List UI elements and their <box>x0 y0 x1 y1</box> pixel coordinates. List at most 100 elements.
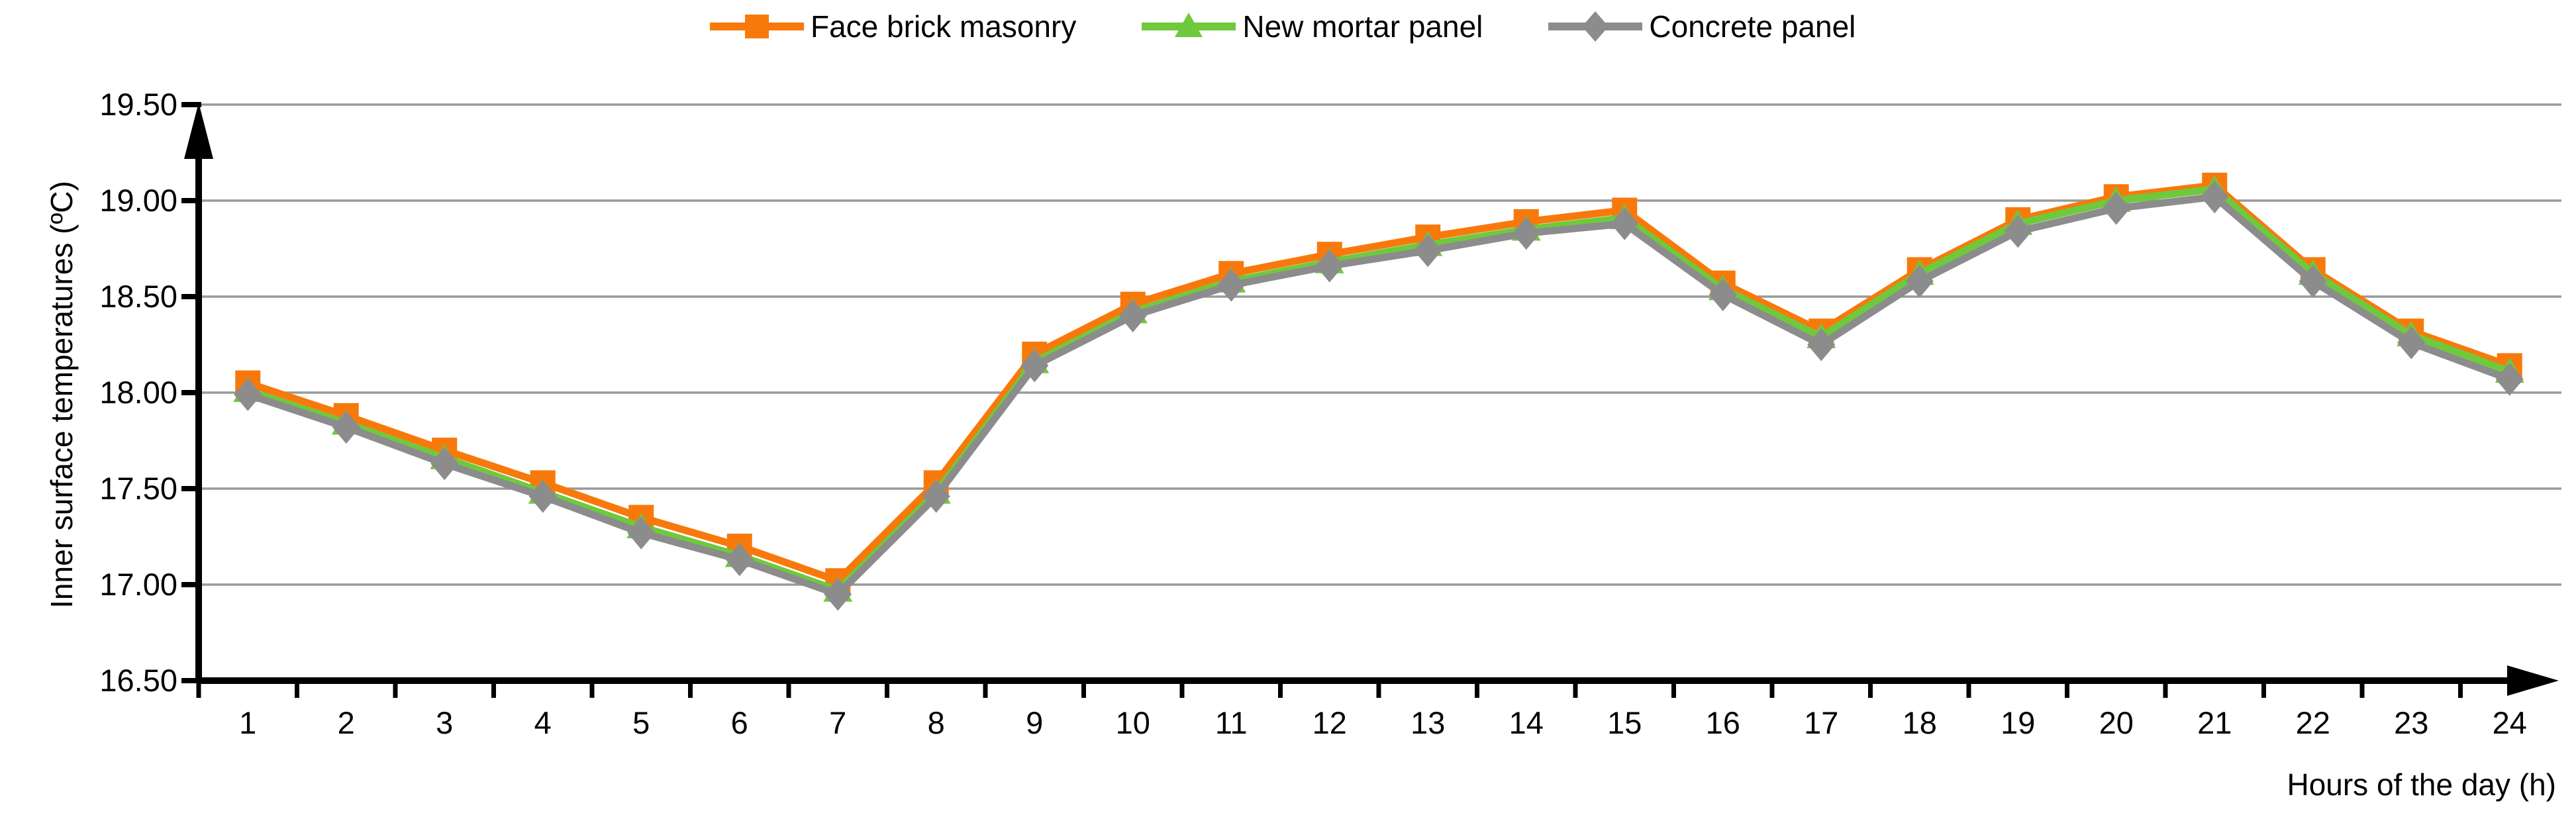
x-axis-tick <box>983 681 988 698</box>
marker-diamond-icon <box>627 516 656 550</box>
marker-diamond-icon <box>430 447 459 481</box>
x-axis-tick <box>393 681 398 698</box>
x-tick-label: 7 <box>829 705 846 740</box>
y-axis-tick <box>181 102 201 107</box>
y-axis-tick <box>181 294 201 299</box>
legend-diamond-icon <box>1582 11 1609 42</box>
marker-diamond-icon <box>2495 362 2524 396</box>
legend-label: New mortar panel <box>1242 9 1483 44</box>
x-tick-label: 16 <box>1706 705 1740 740</box>
x-axis-tick <box>1179 681 1185 698</box>
marker-diamond-icon <box>1610 207 1639 240</box>
x-tick-label: 18 <box>1903 705 1937 740</box>
x-axis-tick <box>295 681 299 698</box>
y-tick-label: 18.00 <box>99 375 177 410</box>
x-axis-tick <box>2261 681 2266 698</box>
y-axis-tick <box>181 390 201 395</box>
legend-triangle-icon <box>1175 13 1203 37</box>
x-tick-label: 23 <box>2394 705 2428 740</box>
y-axis-tick <box>181 486 201 491</box>
x-axis-tick <box>688 681 693 698</box>
x-tick-label: 2 <box>338 705 355 740</box>
legend-square-icon <box>745 15 769 38</box>
y-axis-tick <box>181 678 201 683</box>
x-axis-tick <box>2359 681 2365 698</box>
x-tick-label: 22 <box>2296 705 2330 740</box>
marker-diamond-icon <box>234 377 262 411</box>
marker-diamond-icon <box>1905 264 1934 298</box>
marker-diamond-icon <box>1512 217 1540 250</box>
x-axis-tick <box>2163 681 2168 698</box>
marker-diamond-icon <box>1414 234 1442 267</box>
x-axis-tick <box>1573 681 1578 698</box>
x-axis-tick <box>196 681 201 698</box>
x-tick-label: 9 <box>1026 705 1043 740</box>
x-axis-tick <box>2065 681 2069 698</box>
marker-diamond-icon <box>1315 249 1344 283</box>
legend-square-swatch-icon <box>710 15 804 38</box>
x-tick-label: 17 <box>1804 705 1838 740</box>
x-tick-label: 10 <box>1116 705 1150 740</box>
x-tick-label: 1 <box>239 705 256 740</box>
x-tick-label: 8 <box>928 705 945 740</box>
x-tick-label: 13 <box>1411 705 1445 740</box>
legend-triangle-swatch-icon <box>1142 13 1236 37</box>
marker-diamond-icon <box>922 479 950 513</box>
x-tick-label: 11 <box>1215 705 1248 740</box>
marker-diamond-icon <box>2201 180 2229 214</box>
x-axis-tick <box>1966 681 1971 698</box>
series-face-brick-masonry <box>235 172 2522 594</box>
x-tick-label: 4 <box>534 705 552 740</box>
series-line-concrete-panel <box>246 193 2511 598</box>
legend-item-new-mortar-panel: New mortar panel <box>1139 7 1483 46</box>
x-axis-tick <box>589 681 595 698</box>
marker-diamond-icon <box>2004 215 2032 248</box>
x-axis-tick <box>1769 681 1775 698</box>
legend-label: Concrete panel <box>1649 9 1856 44</box>
x-axis-tick <box>1081 681 1086 698</box>
marker-diamond-icon <box>1709 278 1737 312</box>
y-axis-tick <box>181 582 201 587</box>
x-tick-label: 6 <box>731 705 748 740</box>
x-axis-tick <box>1278 681 1283 698</box>
x-tick-label: 19 <box>2001 705 2035 740</box>
x-axis-tick <box>1376 681 1381 698</box>
x-axis-title: Hours of the day (h) <box>2287 767 2556 802</box>
x-tick-label: 21 <box>2197 705 2232 740</box>
y-tick-label: 19.00 <box>99 183 177 218</box>
x-axis-arrow-icon <box>2507 665 2559 696</box>
legend: Face brick masonry New mortar panel Concre… <box>707 7 1856 46</box>
marker-diamond-icon <box>725 543 754 577</box>
series-line-face-brick-masonry <box>246 181 2511 585</box>
x-tick-label: 14 <box>1509 705 1544 740</box>
marker-diamond-icon <box>824 577 852 611</box>
x-axis-tick <box>1671 681 1676 698</box>
marker-diamond-icon <box>2102 191 2130 225</box>
marker-diamond-icon <box>1118 299 1147 332</box>
y-axis-tick <box>181 198 201 203</box>
x-tick-label: 20 <box>2099 705 2134 740</box>
x-axis-tick <box>1868 681 1873 698</box>
x-axis-tick <box>2458 681 2463 698</box>
x-axis-tick <box>1475 681 1479 698</box>
legend-item-concrete-panel: Concrete panel <box>1546 7 1856 46</box>
series-line-new-mortar-panel <box>246 185 2511 595</box>
y-tick-label: 16.50 <box>99 663 177 698</box>
y-tick-label: 17.50 <box>99 471 177 506</box>
marker-diamond-icon <box>2397 326 2426 360</box>
y-axis-arrow-icon <box>184 103 213 159</box>
marker-diamond-icon <box>332 410 360 444</box>
marker-diamond-icon <box>528 479 557 513</box>
y-axis-title: Inner surface temperatures (ºC) <box>44 181 79 608</box>
legend-label: Face brick masonry <box>811 9 1077 44</box>
marker-diamond-icon <box>2299 264 2327 298</box>
marker-diamond-icon <box>1217 268 1246 302</box>
marker-diamond-icon <box>1807 328 1836 362</box>
x-tick-label: 12 <box>1313 705 1347 740</box>
x-axis-tick <box>885 681 889 698</box>
legend-item-face-brick-masonry: Face brick masonry <box>707 7 1076 46</box>
x-tick-label: 15 <box>1607 705 1642 740</box>
x-axis-tick <box>491 681 496 698</box>
